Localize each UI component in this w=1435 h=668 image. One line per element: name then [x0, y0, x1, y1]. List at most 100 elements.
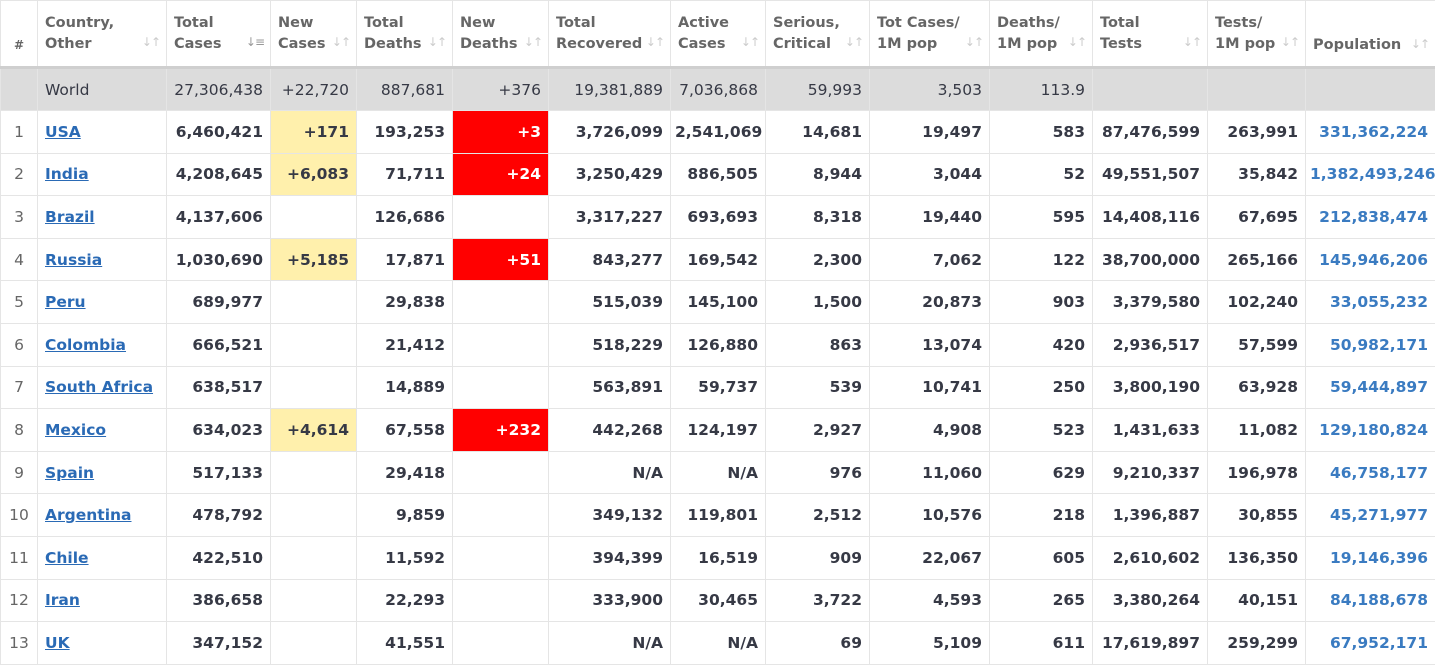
country-link[interactable]: Peru — [45, 293, 86, 312]
deaths-1m-cell: 605 — [989, 535, 1093, 580]
tot-cases-1m-cell: 5,109 — [869, 621, 990, 665]
header-serious-critical[interactable]: Serious, Critical ↓↑ — [765, 0, 870, 69]
country-cell: Mexico — [37, 408, 167, 452]
deaths-1m-cell: 629 — [989, 450, 1093, 495]
new-cases-cell — [270, 578, 357, 623]
new-deaths-cell — [452, 195, 549, 239]
total-deaths-cell: 22,293 — [356, 578, 453, 623]
header-new-cases[interactable]: New Cases ↓↑ — [270, 0, 357, 69]
header-new-deaths[interactable]: New Deaths ↓↑ — [452, 0, 549, 69]
total-recovered-cell: 843,277 — [548, 237, 671, 282]
deaths-1m-cell: 265 — [989, 578, 1093, 623]
serious-critical-cell: 59,993 — [765, 67, 870, 111]
country-link[interactable]: UK — [45, 633, 70, 652]
country-link[interactable]: USA — [45, 122, 81, 141]
rank-cell: 3 — [0, 195, 38, 239]
country-link[interactable]: Chile — [45, 548, 89, 567]
total-tests-cell: 2,936,517 — [1092, 322, 1208, 367]
new-deaths-cell: +24 — [452, 152, 549, 197]
sort-icon[interactable]: ↓↑ — [427, 35, 447, 49]
new-deaths-cell — [452, 493, 549, 537]
tests-1m-cell: 67,695 — [1207, 195, 1306, 239]
total-cases-cell: 634,023 — [166, 408, 271, 452]
tot-cases-1m-cell: 22,067 — [869, 535, 990, 580]
population-cell: 59,444,897 — [1305, 365, 1435, 410]
sort-icon[interactable]: ↓↑ — [1280, 35, 1300, 49]
header-tests-1m[interactable]: Tests/1M pop ↓↑ — [1207, 0, 1306, 69]
sort-icon[interactable]: ↓↑ — [1182, 35, 1202, 49]
country-cell: Chile — [37, 535, 167, 580]
serious-critical-cell: 8,318 — [765, 195, 870, 239]
table-row: 11 Chile 422,510 11,592 394,399 16,519 909 22,0… — [0, 535, 1435, 580]
sort-icon[interactable]: ↓↑ — [740, 35, 760, 49]
country-link[interactable]: Colombia — [45, 335, 127, 354]
new-deaths-cell — [452, 365, 549, 410]
deaths-1m-cell: 523 — [989, 408, 1093, 452]
population-cell: 212,838,474 — [1305, 195, 1435, 239]
new-deaths-cell: +376 — [452, 67, 549, 111]
rank-cell: 8 — [0, 408, 38, 452]
tests-1m-cell: 259,299 — [1207, 621, 1306, 665]
sort-icon[interactable]: ↓↑ — [1067, 35, 1087, 49]
country-link[interactable]: Iran — [45, 591, 80, 610]
header-total-tests[interactable]: Total Tests ↓↑ — [1092, 0, 1208, 69]
total-recovered-cell: 3,250,429 — [548, 152, 671, 197]
deaths-1m-cell: 903 — [989, 280, 1093, 324]
sort-icon[interactable]: ↓↑ — [645, 35, 665, 49]
country-cell: Peru — [37, 280, 167, 324]
country-link[interactable]: Mexico — [45, 420, 107, 439]
total-deaths-cell: 887,681 — [356, 67, 453, 111]
sort-icon[interactable]: ↓↑ — [141, 35, 161, 49]
serious-critical-cell: 909 — [765, 535, 870, 580]
total-tests-cell: 2,610,602 — [1092, 535, 1208, 580]
total-recovered-cell: 442,268 — [548, 408, 671, 452]
new-deaths-cell — [452, 322, 549, 367]
country-cell: Colombia — [37, 322, 167, 367]
header-rank: # — [0, 0, 38, 69]
sort-icon[interactable]: ↓↑ — [844, 35, 864, 49]
rank-cell: 2 — [0, 152, 38, 197]
rank-cell: 13 — [0, 621, 38, 665]
sort-icon[interactable]: ↓↑ — [331, 35, 351, 49]
total-tests-cell: 14,408,116 — [1092, 195, 1208, 239]
country-link[interactable]: Russia — [45, 250, 103, 269]
table-row: 1 USA 6,460,421 +171 193,253 +3 3,726,099 2,541… — [0, 110, 1435, 154]
header-country[interactable]: Country, Other ↓↑ — [37, 0, 167, 69]
serious-critical-cell: 863 — [765, 322, 870, 367]
total-deaths-cell: 14,889 — [356, 365, 453, 410]
rank-cell: 4 — [0, 237, 38, 282]
header-total-deaths[interactable]: Total Deaths ↓↑ — [356, 0, 453, 69]
deaths-1m-cell: 611 — [989, 621, 1093, 665]
header-population[interactable]: Population ↓↑ — [1305, 0, 1435, 69]
header-total-recovered[interactable]: Total Recovered ↓↑ — [548, 0, 671, 69]
sort-icon[interactable]: ↓↑ — [964, 35, 984, 49]
new-deaths-cell — [452, 280, 549, 324]
population-cell: 129,180,824 — [1305, 408, 1435, 452]
rank-cell: 5 — [0, 280, 38, 324]
header-deaths-1m[interactable]: Deaths/1M pop ↓↑ — [989, 0, 1093, 69]
header-total-cases[interactable]: Total Cases ↓≡ — [166, 0, 271, 69]
tests-1m-cell: 35,842 — [1207, 152, 1306, 197]
rank-cell: 10 — [0, 493, 38, 537]
header-active-cases[interactable]: Active Cases ↓↑ — [670, 0, 766, 69]
country-link[interactable]: South Africa — [45, 378, 154, 397]
sort-icon[interactable]: ↓↑ — [1410, 37, 1430, 51]
total-tests-cell: 1,396,887 — [1092, 493, 1208, 537]
tests-1m-cell: 40,151 — [1207, 578, 1306, 623]
tests-1m-cell: 196,978 — [1207, 450, 1306, 495]
total-deaths-cell: 11,592 — [356, 535, 453, 580]
new-cases-cell — [270, 195, 357, 239]
country-cell: South Africa — [37, 365, 167, 410]
header-tot-cases-1m[interactable]: Tot Cases/1M pop ↓↑ — [869, 0, 990, 69]
sort-desc-icon[interactable]: ↓≡ — [245, 35, 265, 49]
total-tests-cell: 49,551,507 — [1092, 152, 1208, 197]
country-cell: Spain — [37, 450, 167, 495]
total-recovered-cell: 3,317,227 — [548, 195, 671, 239]
world-row: World 27,306,438 +22,720 887,681 +376 19… — [0, 67, 1435, 111]
country-link[interactable]: Spain — [45, 463, 95, 482]
country-link[interactable]: Argentina — [45, 506, 132, 525]
country-link[interactable]: Brazil — [45, 207, 95, 226]
sort-icon[interactable]: ↓↑ — [523, 35, 543, 49]
tests-1m-cell — [1207, 67, 1306, 111]
country-link[interactable]: India — [45, 165, 89, 184]
